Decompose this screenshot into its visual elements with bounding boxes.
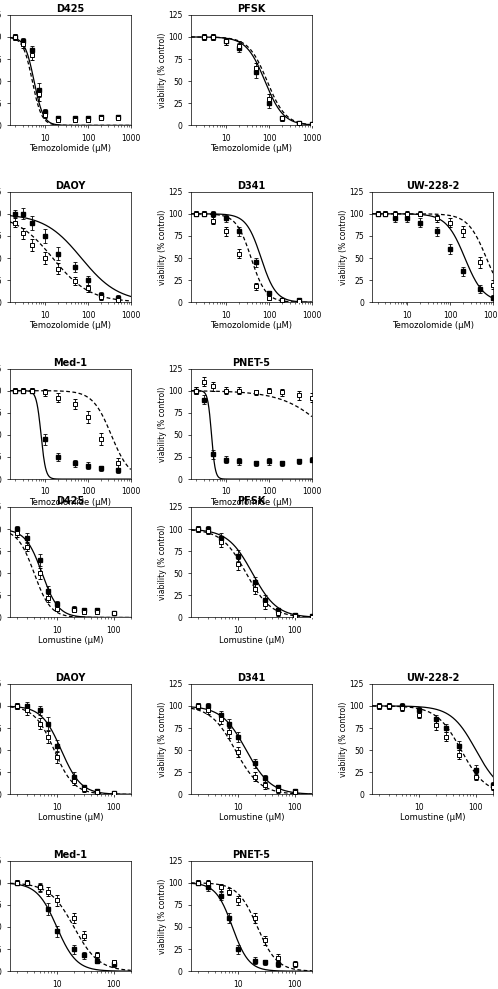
Title: DAOY: DAOY [55, 674, 86, 683]
Title: Med-1: Med-1 [53, 358, 87, 368]
Title: D425: D425 [56, 496, 85, 506]
X-axis label: Lomustine (μM): Lomustine (μM) [37, 813, 103, 822]
X-axis label: Temozolomide (μM): Temozolomide (μM) [29, 144, 112, 153]
X-axis label: Lomustine (μM): Lomustine (μM) [37, 636, 103, 645]
Title: D341: D341 [238, 674, 265, 683]
X-axis label: Temozolomide (μM): Temozolomide (μM) [29, 497, 112, 506]
Title: PFSK: PFSK [238, 496, 265, 506]
Title: D425: D425 [56, 4, 85, 14]
Y-axis label: viability (% control): viability (% control) [339, 210, 348, 285]
Title: D341: D341 [238, 181, 265, 191]
Y-axis label: viability (% control): viability (% control) [158, 701, 167, 776]
X-axis label: Temozolomide (μM): Temozolomide (μM) [211, 321, 292, 330]
X-axis label: Temozolomide (μM): Temozolomide (μM) [211, 144, 292, 153]
X-axis label: Lomustine (μM): Lomustine (μM) [219, 813, 284, 822]
Y-axis label: viability (% control): viability (% control) [158, 210, 167, 285]
Y-axis label: viability (% control): viability (% control) [158, 524, 167, 600]
Title: PFSK: PFSK [238, 4, 265, 14]
Title: UW-228-2: UW-228-2 [406, 674, 459, 683]
Y-axis label: viability (% control): viability (% control) [339, 701, 348, 776]
X-axis label: Lomustine (μM): Lomustine (μM) [219, 636, 284, 645]
Title: Med-1: Med-1 [53, 850, 87, 859]
Title: UW-228-2: UW-228-2 [406, 181, 459, 191]
Title: PNET-5: PNET-5 [233, 358, 270, 368]
Y-axis label: viability (% control): viability (% control) [158, 878, 167, 953]
X-axis label: Temozolomide (μM): Temozolomide (μM) [211, 497, 292, 506]
Title: PNET-5: PNET-5 [233, 850, 270, 859]
Y-axis label: viability (% control): viability (% control) [158, 386, 167, 462]
Y-axis label: viability (% control): viability (% control) [158, 33, 167, 108]
X-axis label: Temozolomide (μM): Temozolomide (μM) [29, 321, 112, 330]
X-axis label: Temozolomide (μM): Temozolomide (μM) [391, 321, 474, 330]
X-axis label: Lomustine (μM): Lomustine (μM) [400, 813, 466, 822]
Title: DAOY: DAOY [55, 181, 86, 191]
